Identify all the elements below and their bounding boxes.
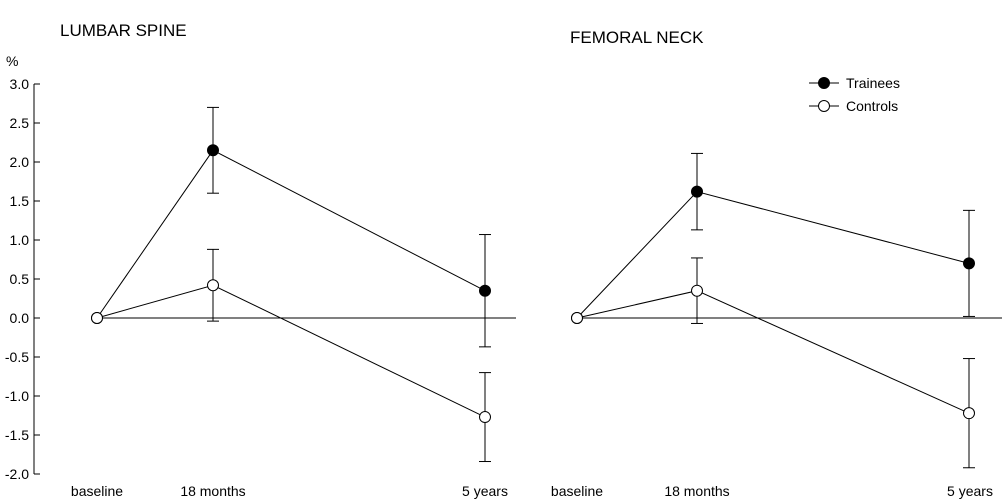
y-tick-label: 3.0 — [10, 76, 30, 92]
y-tick-label: 0.5 — [10, 271, 30, 287]
right-category-labels: baseline 18 months 5 years — [551, 483, 993, 499]
legend-controls-marker — [818, 100, 830, 112]
x-category-label: 18 months — [180, 483, 245, 499]
data-point-controls — [571, 312, 583, 324]
series-line-trainees — [96, 149, 486, 319]
lumbar-spine-title: LUMBAR SPINE — [60, 21, 187, 40]
x-category-label: 5 years — [462, 483, 508, 499]
legend-item-trainees: Trainees — [809, 75, 900, 91]
right-plot-area — [571, 152, 975, 469]
data-point-trainees — [479, 284, 491, 297]
y-tick-label: -1.0 — [5, 388, 29, 404]
data-point-controls — [479, 411, 491, 424]
y-axis-ticks: 3.0 2.5 2.0 1.5 1.0 0.5 0.0 -0.5 -1.0 -1.5 -2.0 — [5, 76, 40, 482]
legend-trainees-label: Trainees — [846, 75, 900, 91]
y-tick-label: 0.0 — [10, 310, 30, 326]
y-tick-label: 2.5 — [10, 115, 30, 131]
legend-item-controls: Controls — [809, 98, 898, 114]
left-category-labels: baseline 18 months 5 years — [71, 483, 508, 499]
legend-trainees-marker — [818, 77, 830, 89]
data-point-controls — [91, 312, 103, 324]
x-category-label: baseline — [551, 483, 603, 499]
y-axis-unit-label: % — [6, 53, 18, 69]
legend: Trainees Controls — [809, 75, 900, 114]
data-point-controls — [691, 284, 703, 297]
data-point-trainees — [691, 185, 703, 198]
y-tick-label: -1.5 — [5, 427, 29, 443]
x-category-label: 18 months — [664, 483, 729, 499]
y-tick-label: 2.0 — [10, 154, 30, 170]
series-line-controls — [576, 290, 970, 414]
legend-controls-label: Controls — [846, 98, 898, 114]
lumbar-spine-panel: LUMBAR SPINE % 3.0 2.5 2.0 1.5 1.0 0.5 0.0 -0.5… — [5, 21, 516, 499]
x-category-label: 5 years — [947, 483, 993, 499]
data-point-controls — [207, 279, 219, 292]
series-line-trainees — [576, 191, 970, 319]
femoral-neck-panel: FEMORAL NECK baseline 18 months 5 years Tr… — [551, 28, 1002, 499]
x-category-label: baseline — [71, 483, 123, 499]
y-tick-label: 1.5 — [10, 193, 30, 209]
left-plot-area — [91, 106, 491, 463]
y-tick-label: -0.5 — [5, 349, 29, 365]
femoral-neck-title: FEMORAL NECK — [570, 28, 704, 47]
y-tick-label: 1.0 — [10, 232, 30, 248]
data-point-controls — [963, 407, 975, 420]
data-point-trainees — [963, 257, 975, 270]
series-line-controls — [96, 284, 486, 418]
y-tick-label: -2.0 — [5, 466, 29, 482]
data-point-trainees — [207, 144, 219, 157]
